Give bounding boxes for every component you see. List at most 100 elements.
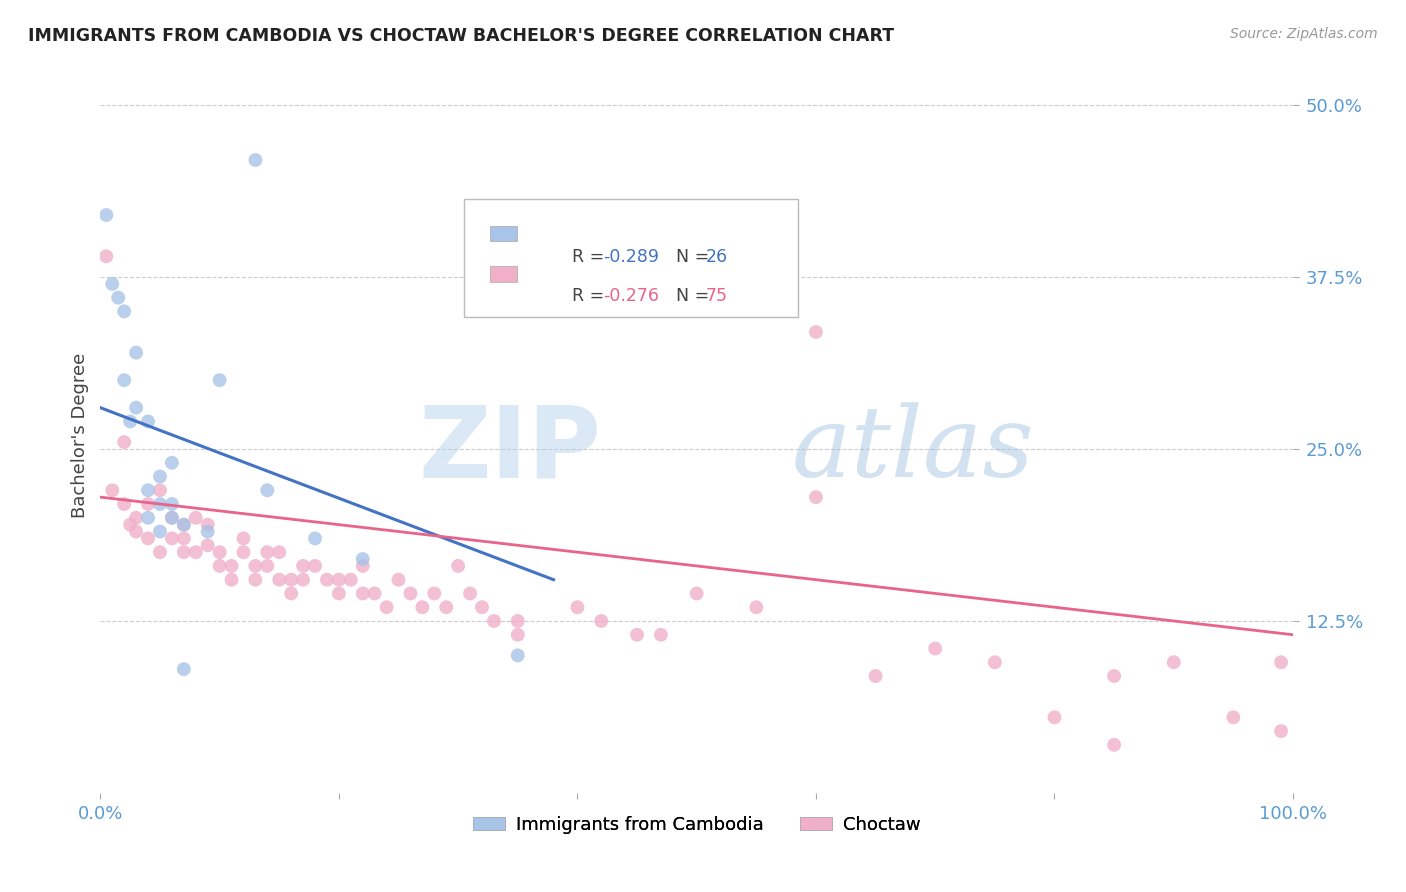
Point xyxy=(160,532,183,546)
Point xyxy=(399,586,422,600)
Point xyxy=(1102,738,1125,752)
Text: ZIP: ZIP xyxy=(419,401,602,498)
FancyBboxPatch shape xyxy=(464,199,799,318)
Point xyxy=(482,614,505,628)
Point xyxy=(125,345,148,359)
Text: 26: 26 xyxy=(706,248,728,266)
Point xyxy=(1163,655,1185,669)
Point xyxy=(328,586,350,600)
Point xyxy=(197,517,219,532)
Text: R =: R = xyxy=(572,287,610,305)
Point xyxy=(506,628,529,642)
Point xyxy=(107,291,129,305)
Point xyxy=(136,483,159,498)
Point xyxy=(352,552,374,566)
Point xyxy=(269,573,291,587)
Point xyxy=(96,249,118,263)
Point xyxy=(197,538,219,552)
Point xyxy=(112,304,135,318)
Point xyxy=(173,517,195,532)
Point xyxy=(208,373,231,387)
Point xyxy=(423,586,446,600)
Point xyxy=(567,600,589,615)
Point xyxy=(120,414,142,428)
Point xyxy=(208,545,231,559)
Point xyxy=(745,600,768,615)
Point xyxy=(208,558,231,573)
Point xyxy=(149,497,172,511)
Point xyxy=(173,532,195,546)
Point xyxy=(292,558,315,573)
Point xyxy=(626,628,648,642)
Point xyxy=(136,510,159,524)
Point xyxy=(269,545,291,559)
Point xyxy=(458,586,481,600)
Point xyxy=(221,573,243,587)
Point xyxy=(256,545,278,559)
Point xyxy=(304,558,326,573)
Point xyxy=(149,483,172,498)
Point xyxy=(352,558,374,573)
Point xyxy=(506,648,529,663)
Point xyxy=(471,600,494,615)
Point xyxy=(101,483,124,498)
Point xyxy=(173,517,195,532)
Point xyxy=(256,483,278,498)
Point xyxy=(411,600,433,615)
Text: -0.289: -0.289 xyxy=(603,248,659,266)
Text: R =: R = xyxy=(572,248,610,266)
Point xyxy=(280,586,302,600)
Point xyxy=(197,524,219,539)
Point xyxy=(804,490,827,504)
Point xyxy=(120,517,142,532)
Point xyxy=(1043,710,1066,724)
Point xyxy=(328,573,350,587)
Point xyxy=(506,614,529,628)
Point xyxy=(173,545,195,559)
Point xyxy=(125,510,148,524)
Point xyxy=(149,524,172,539)
Point xyxy=(112,497,135,511)
Point xyxy=(387,573,409,587)
Point xyxy=(96,208,118,222)
Text: atlas: atlas xyxy=(792,402,1035,497)
Text: IMMIGRANTS FROM CAMBODIA VS CHOCTAW BACHELOR'S DEGREE CORRELATION CHART: IMMIGRANTS FROM CAMBODIA VS CHOCTAW BACH… xyxy=(28,27,894,45)
Point xyxy=(292,573,315,587)
Point xyxy=(686,586,709,600)
Point xyxy=(125,401,148,415)
Point xyxy=(1102,669,1125,683)
Point xyxy=(245,573,267,587)
Point xyxy=(112,373,135,387)
Point xyxy=(149,469,172,483)
Point xyxy=(232,532,254,546)
Legend: Immigrants from Cambodia, Choctaw: Immigrants from Cambodia, Choctaw xyxy=(465,809,928,841)
Point xyxy=(1222,710,1244,724)
Point xyxy=(924,641,946,656)
Point xyxy=(136,532,159,546)
Text: N =: N = xyxy=(665,248,714,266)
Point xyxy=(184,545,207,559)
Text: -0.276: -0.276 xyxy=(603,287,659,305)
Point xyxy=(125,524,148,539)
Point xyxy=(136,497,159,511)
Point xyxy=(340,573,363,587)
Point xyxy=(160,456,183,470)
Point xyxy=(184,510,207,524)
Point xyxy=(316,573,339,587)
Point xyxy=(304,532,326,546)
Text: 75: 75 xyxy=(706,287,728,305)
Point xyxy=(984,655,1007,669)
Point xyxy=(650,628,672,642)
Point xyxy=(160,510,183,524)
Point xyxy=(804,325,827,339)
Point xyxy=(160,510,183,524)
Point xyxy=(447,558,470,573)
Point xyxy=(160,497,183,511)
Point xyxy=(865,669,887,683)
Point xyxy=(363,586,385,600)
Text: Source: ZipAtlas.com: Source: ZipAtlas.com xyxy=(1230,27,1378,41)
Point xyxy=(245,558,267,573)
Point xyxy=(232,545,254,559)
Point xyxy=(245,153,267,167)
Text: N =: N = xyxy=(665,287,714,305)
